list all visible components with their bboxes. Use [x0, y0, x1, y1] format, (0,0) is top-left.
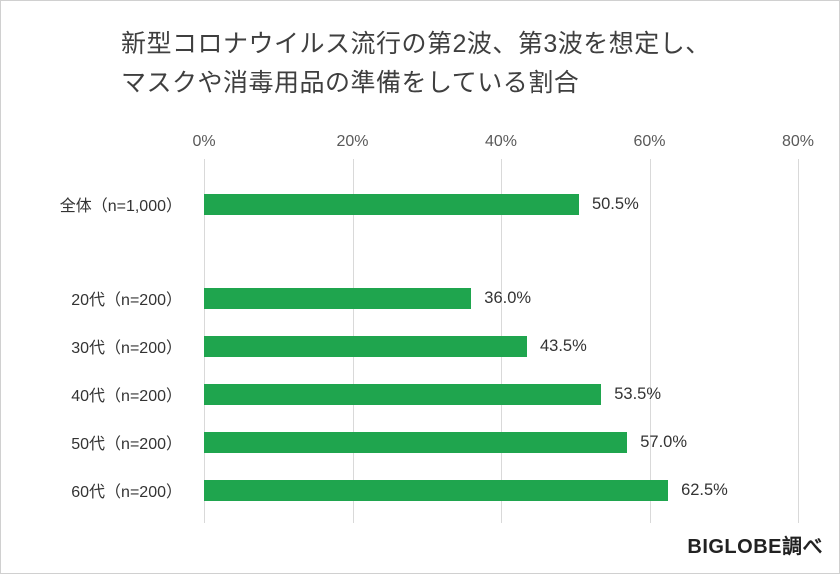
x-axis: 0% 20% 40% 60% 80% [192, 129, 814, 159]
gridline [798, 159, 799, 523]
bar-track: 53.5% [204, 383, 798, 405]
category-label: 50代（n=200） [71, 436, 182, 453]
page-title-line1: 新型コロナウイルス流行の第2波、第3波を想定し、 [121, 30, 711, 58]
value-label: 57.0% [640, 432, 688, 451]
bar-row: 20代（n=200） 36.0% [15, 274, 827, 322]
category-label: 60代（n=200） [71, 484, 182, 501]
value-label: 62.5% [681, 480, 728, 499]
source-credit: BIGLOBE調べ [687, 536, 823, 558]
x-axis-tick: 60% [633, 133, 666, 150]
plot-area: 全体（n=1,000） 50.5% 20代（n=200） 36.0% 30代（n=200… [15, 159, 827, 523]
category-label: 20代（n=200） [71, 292, 182, 309]
bar [204, 383, 602, 405]
bar [204, 335, 527, 357]
bar [204, 193, 579, 215]
bar-row: 全体（n=1,000） 50.5% [15, 180, 827, 228]
bar-track: 36.0% [204, 287, 798, 309]
bar-rows: 全体（n=1,000） 50.5% 20代（n=200） 36.0% 30代（n=200… [15, 159, 827, 514]
bar-track: 50.5% [204, 193, 798, 215]
bar-row: 50代（n=200） 57.0% [15, 418, 827, 466]
value-label: 43.5% [539, 336, 587, 355]
x-axis-tick: 80% [781, 133, 815, 150]
page-title-line2: マスクや消毒用品の準備をしている割合 [121, 68, 580, 97]
bar [204, 431, 628, 453]
bar-track: 62.5% [204, 479, 798, 501]
value-label: 36.0% [484, 288, 532, 307]
bar-track: 43.5% [204, 335, 798, 357]
bar-row: 60代（n=200） 62.5% [15, 466, 827, 514]
category-label: 全体（n=1,000） [59, 198, 182, 215]
bar-track: 57.0% [204, 431, 798, 453]
bar [204, 479, 669, 501]
bar-chart: 0% 20% 40% 60% 80% 全体（n=1,000） 50.5% 20代（n=200… [15, 129, 827, 529]
x-axis-tick: 20% [336, 133, 369, 150]
category-label: 30代（n=200） [71, 340, 182, 357]
bar-row: 40代（n=200） 53.5% [15, 370, 827, 418]
page-title: 新型コロナウイルス流行の第2波、第3波を想定し、 マスクや消毒用品の準備をしてい… [121, 25, 761, 103]
gridline [649, 159, 651, 523]
x-axis-tick: 0% [192, 133, 216, 150]
value-label: 53.5% [614, 384, 662, 403]
category-label: 40代（n=200） [71, 388, 182, 405]
value-label: 50.5% [591, 194, 639, 213]
x-axis-tick: 40% [484, 133, 518, 150]
bar [204, 287, 472, 309]
bar-row: 30代（n=200） 43.5% [15, 322, 827, 370]
